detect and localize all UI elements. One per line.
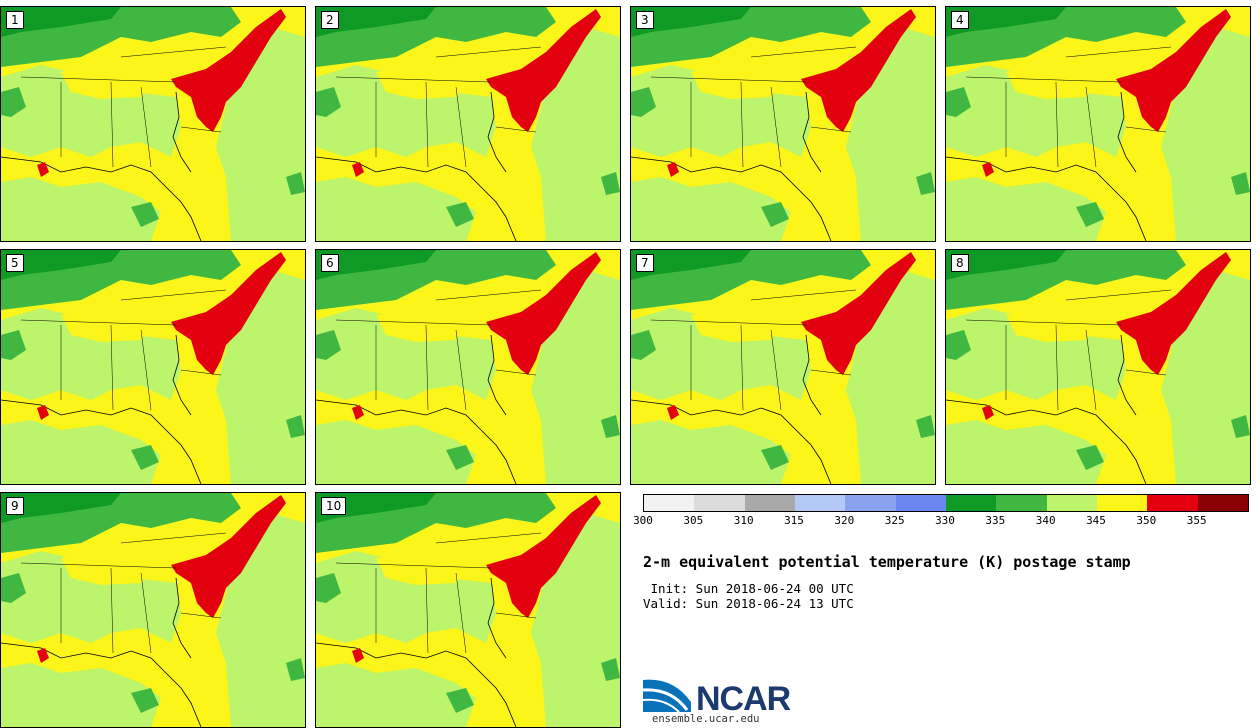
stamp-map — [631, 250, 935, 484]
stamp-map — [316, 493, 620, 727]
stamp-number: 9 — [6, 497, 24, 515]
stamp-number: 6 — [321, 254, 339, 272]
plot-title: 2-m equivalent potential temperature (K)… — [643, 553, 1131, 571]
colorbar-segment — [1197, 495, 1248, 511]
stamp-map — [1, 250, 305, 484]
colorbar-segment — [644, 495, 695, 511]
stamp-number: 1 — [6, 11, 24, 29]
ncar-logo-icon — [643, 679, 691, 713]
colorbar-segment — [744, 495, 795, 511]
stamp-number: 5 — [6, 254, 24, 272]
stamp-number: 7 — [636, 254, 654, 272]
stamp-panel: 6 — [315, 249, 621, 485]
valid-time: Valid: Sun 2018-06-24 13 UTC — [643, 596, 854, 611]
stamp-map — [946, 250, 1250, 484]
colorbar-tick-label: 300 — [633, 514, 653, 527]
stamp-map — [316, 7, 620, 241]
colorbar-ticks: 300 305 310 315 320 325 330 335 340 345 350 355 — [633, 514, 1247, 530]
stamp-panel: 10 — [315, 492, 621, 728]
colorbar-segment — [945, 495, 997, 511]
colorbar-segment — [996, 495, 1047, 511]
colorbar-tick-label: 325 — [884, 514, 905, 527]
stamp-panel: 5 — [0, 249, 306, 485]
stamp-map — [946, 7, 1250, 241]
colorbar-tick-label: 340 — [1035, 514, 1056, 527]
colorbar-tick-label: 345 — [1086, 514, 1106, 527]
colorbar-tick-label: 320 — [834, 514, 855, 527]
stamp-map — [1, 7, 305, 241]
colorbar-tick-label: 315 — [784, 514, 804, 527]
logo-text: NCAR — [696, 680, 791, 718]
stamp-number: 4 — [951, 11, 969, 29]
init-time: Init: Sun 2018-06-24 00 UTC — [643, 581, 854, 596]
colorbar-tick-label: 350 — [1136, 514, 1157, 527]
colorbar-segment — [1046, 495, 1097, 511]
stamp-panel: 7 — [630, 249, 936, 485]
colorbar-segment — [1096, 495, 1148, 511]
stamp-number: 2 — [321, 11, 339, 29]
stamp-number: 3 — [636, 11, 654, 29]
colorbar-segment — [794, 495, 846, 511]
colorbar-tick-label: 305 — [683, 514, 704, 527]
stamp-map — [631, 7, 935, 241]
stamp-panel: 9 — [0, 492, 306, 728]
stamp-number: 10 — [321, 497, 347, 515]
colorbar-segment — [1147, 495, 1198, 511]
stamp-panel: 8 — [945, 249, 1251, 485]
stamp-map — [316, 250, 620, 484]
stamp-panel: 1 — [0, 6, 306, 242]
colorbar-segment — [694, 495, 745, 511]
colorbar-tick-label: 335 — [985, 514, 1006, 527]
stamp-number: 8 — [951, 254, 969, 272]
stamp-panel: 3 — [630, 6, 936, 242]
stamp-panel: 2 — [315, 6, 621, 242]
logo-url: ensemble.ucar.edu — [652, 713, 760, 725]
colorbar-tick-label: 355 — [1186, 514, 1207, 527]
colorbar-segment — [895, 495, 946, 511]
stamp-panel: 4 — [945, 6, 1251, 242]
colorbar-tick-label: 310 — [733, 514, 754, 527]
colorbar — [643, 494, 1249, 512]
stamp-map — [1, 493, 305, 727]
colorbar-tick-label: 330 — [935, 514, 955, 527]
colorbar-segment — [845, 495, 896, 511]
